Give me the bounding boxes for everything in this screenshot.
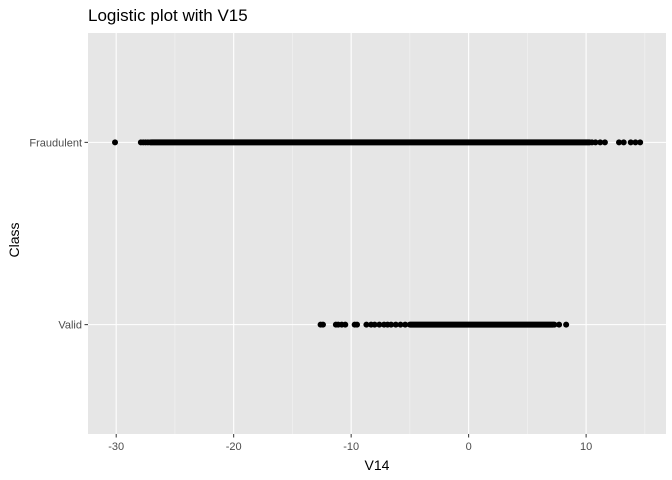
data-point	[112, 139, 119, 146]
data-point	[397, 321, 404, 328]
x-tick-label: -10	[343, 441, 359, 453]
x-tick-label: -20	[226, 441, 242, 453]
data-point	[627, 139, 634, 146]
data-point	[388, 321, 395, 328]
data-point	[632, 139, 639, 146]
x-axis: -30 -20 -10 0 10	[108, 434, 592, 453]
data-point	[551, 321, 558, 328]
y-axis-title: Class	[6, 222, 22, 257]
data-point	[556, 321, 563, 328]
data-point	[620, 139, 627, 146]
data-point	[616, 139, 623, 146]
plot-panel	[88, 33, 666, 434]
data-points	[112, 139, 644, 328]
data-point	[563, 321, 570, 328]
grid-minor	[174, 33, 646, 434]
x-tick-label: -30	[108, 441, 124, 453]
data-point	[402, 321, 409, 328]
x-tick-label: 0	[466, 441, 472, 453]
data-point	[376, 321, 383, 328]
data-point	[363, 321, 370, 328]
chart-title: Logistic plot with V15	[88, 6, 248, 25]
y-tick-label: Valid	[58, 320, 82, 332]
data-point	[637, 139, 644, 146]
data-point	[392, 321, 399, 328]
x-tick-label: 10	[580, 441, 592, 453]
data-point	[597, 139, 604, 146]
data-point	[342, 321, 349, 328]
y-axis: Valid Fraudulent	[29, 137, 88, 332]
data-point	[371, 321, 378, 328]
data-point	[601, 139, 608, 146]
data-point	[592, 139, 599, 146]
x-axis-title: V14	[365, 457, 390, 473]
y-tick-label: Fraudulent	[29, 137, 82, 149]
data-point	[147, 139, 154, 146]
data-point	[354, 321, 361, 328]
data-point	[319, 321, 326, 328]
